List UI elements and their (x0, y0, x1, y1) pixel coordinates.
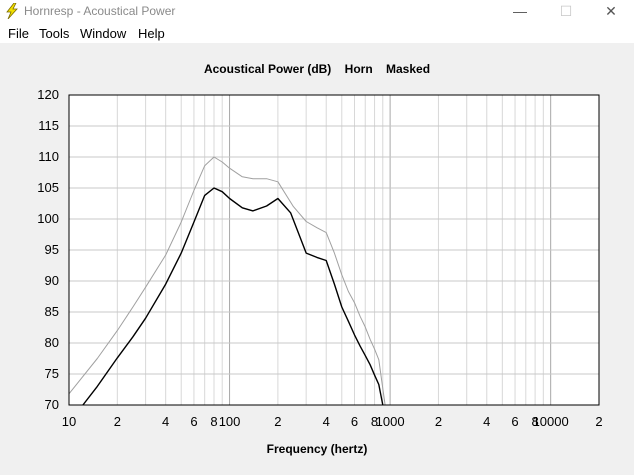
maximize-button[interactable]: ☐ (559, 3, 573, 19)
x-tick-label: 1000 (376, 414, 405, 429)
y-tick-label: 105 (37, 180, 59, 195)
lightning-bolt-icon (6, 3, 18, 19)
menu-tools[interactable]: Tools (39, 26, 70, 41)
menu-file[interactable]: File (8, 26, 29, 41)
x-tick-label: 8 (210, 414, 217, 429)
series-line (69, 156, 386, 405)
menu-help[interactable]: Help (138, 26, 165, 41)
y-tick-label: 110 (38, 149, 59, 164)
x-axis-label: Frequency (hertz) (266, 442, 368, 456)
window-title: Hornresp - Acoustical Power (24, 4, 176, 18)
x-tick-label: 6 (190, 414, 197, 429)
x-tick-label: 6 (511, 414, 518, 429)
x-tick-label: 4 (323, 414, 330, 429)
chart-title: Acoustical Power (dB) Horn Masked (0, 62, 634, 76)
minimize-button[interactable]: — (513, 3, 527, 19)
y-tick-label: 80 (45, 335, 59, 350)
x-tick-label: 4 (483, 414, 490, 429)
chart-title-quantity: Acoustical Power (dB) (203, 62, 332, 76)
x-tick-label: 10 (62, 414, 76, 429)
title-bar: Hornresp - Acoustical Power — ☐ ✕ (0, 0, 634, 23)
plot-border (68, 94, 600, 406)
x-tick-label: 6 (351, 414, 358, 429)
y-tick-label: 90 (45, 273, 59, 288)
y-tick-label: 115 (38, 118, 59, 133)
y-tick-label: 120 (37, 87, 59, 102)
close-button[interactable]: ✕ (605, 3, 617, 19)
x-tick-label: 8 (531, 414, 538, 429)
chart-title-mode: Horn (344, 62, 373, 76)
y-tick-label: 70 (45, 397, 59, 412)
menu-bar: File Tools Window Help (0, 23, 634, 43)
x-tick-label: 8 (371, 414, 378, 429)
y-tick-label: 100 (37, 211, 59, 226)
x-tick-label: 2 (595, 414, 602, 429)
x-tick-label: 10000 (533, 414, 569, 429)
x-tick-label: 100 (219, 414, 241, 429)
x-tick-label: 2 (114, 414, 121, 429)
x-tick-label: 4 (162, 414, 169, 429)
y-tick-label: 85 (45, 304, 59, 319)
x-tick-label: 2 (435, 414, 442, 429)
x-tick-label: 2 (274, 414, 281, 429)
y-tick-label: 75 (45, 366, 59, 381)
series-line (82, 187, 384, 405)
menu-window[interactable]: Window (80, 26, 127, 41)
chart-title-status: Masked (386, 62, 431, 76)
y-tick-label: 95 (45, 242, 59, 257)
